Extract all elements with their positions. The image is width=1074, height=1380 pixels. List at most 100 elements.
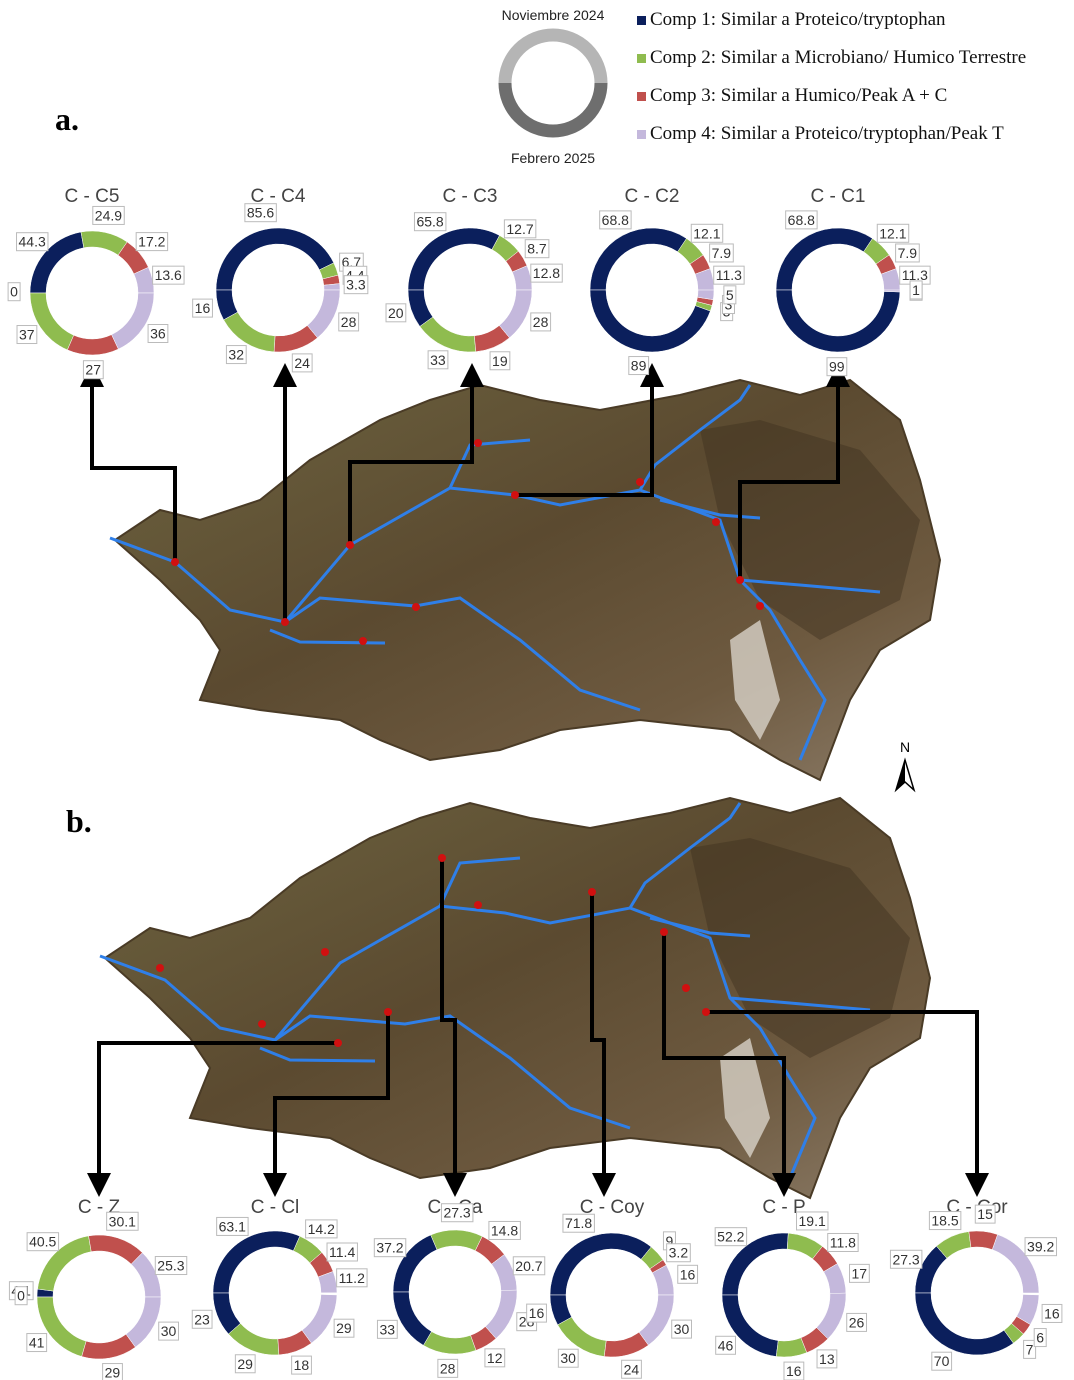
- value-label: 16: [195, 300, 211, 316]
- value-label: 11.3: [716, 267, 742, 283]
- donut-segment: [884, 290, 900, 292]
- value-label: 1: [912, 282, 920, 298]
- donut: C - Ca37.227.314.820.733281228: [374, 1197, 544, 1377]
- donut-segment: [817, 1293, 846, 1339]
- legend-swatch: [637, 16, 646, 25]
- donut-title: C - C5: [65, 186, 120, 207]
- donut: C - Cl63.114.211.411.223291829: [192, 1197, 367, 1374]
- donut-title: C - C1: [811, 186, 866, 207]
- donut-segment: [89, 1235, 143, 1264]
- donut-title: C - Cl: [251, 1197, 300, 1218]
- value-label: 26: [849, 1314, 865, 1330]
- donut-segment: [499, 290, 532, 338]
- value-label: 6: [1036, 1330, 1044, 1346]
- value-label: 30: [161, 1323, 177, 1339]
- value-label: 29: [237, 1356, 253, 1372]
- donut: C - Coy71.893.21616302430: [527, 1197, 698, 1378]
- value-label: 89: [631, 358, 647, 374]
- legend-label: Comp 1: Similar a Proteico/tryptophan: [650, 9, 946, 30]
- panel-label: b.: [66, 803, 92, 839]
- value-label: 20: [388, 305, 404, 321]
- legend-label: Comp 3: Similar a Humico/Peak A + C: [650, 85, 947, 106]
- donut-segment: [307, 290, 340, 338]
- value-label: 12.1: [693, 225, 720, 241]
- donut-segment: [431, 1230, 483, 1251]
- donut-title: C - C3: [443, 186, 498, 207]
- value-label: 12.1: [879, 225, 906, 241]
- value-label: 30: [674, 1321, 690, 1337]
- value-label: 30.1: [109, 1213, 136, 1229]
- donut: C - Cor27.318.51539.2707616: [890, 1197, 1061, 1370]
- value-label: 11.2: [339, 1270, 365, 1286]
- donut-segment: [393, 1292, 432, 1345]
- value-label: 16: [1044, 1305, 1060, 1321]
- donut: C - C544.324.917.213.60372736: [8, 186, 184, 379]
- value-label: 52.2: [717, 1229, 744, 1245]
- value-label: 32: [228, 347, 244, 363]
- value-label: 3.3: [346, 277, 366, 293]
- value-label: 7.9: [712, 245, 732, 261]
- value-label: 33: [430, 352, 446, 368]
- donut-segment: [81, 231, 127, 255]
- donut-segment: [408, 228, 500, 290]
- donut-segment: [590, 228, 687, 290]
- value-label: 19: [492, 353, 508, 369]
- value-label: 28: [533, 314, 549, 330]
- value-label: 39.2: [1027, 1239, 1054, 1255]
- donut-segment: [423, 1332, 476, 1354]
- value-label: 18.5: [931, 1213, 958, 1229]
- value-label: 27: [85, 362, 101, 378]
- value-label: 70: [934, 1353, 950, 1369]
- value-label: 16: [529, 1305, 545, 1321]
- value-label: 68.8: [788, 212, 815, 228]
- value-label: 19.1: [799, 1213, 826, 1229]
- value-label: 40.5: [29, 1234, 56, 1250]
- value-label: 16: [786, 1363, 802, 1379]
- donut-segment: [302, 1294, 337, 1343]
- legend-swatch: [637, 130, 646, 139]
- value-label: 63.1: [219, 1218, 246, 1234]
- value-label: 25.3: [157, 1258, 184, 1274]
- value-label: 8.7: [527, 241, 547, 257]
- value-label: 11.4: [329, 1244, 355, 1260]
- value-label: 68.8: [602, 212, 629, 228]
- value-label: 24: [294, 355, 310, 371]
- value-label: 28: [341, 314, 357, 330]
- donut-segment: [550, 1233, 651, 1295]
- value-label: 24: [624, 1361, 640, 1377]
- donut-segment: [126, 1297, 161, 1347]
- value-label: 37.2: [376, 1240, 403, 1256]
- value-label: 18: [294, 1357, 310, 1373]
- donut-segment: [213, 1231, 300, 1293]
- donut-title: C - C2: [625, 186, 680, 207]
- value-label: 13.6: [155, 267, 182, 283]
- value-label: 0: [17, 1288, 25, 1304]
- legend: Comp 1: Similar a Proteico/tryptophan Com…: [637, 9, 1026, 144]
- legend-ring-bottom: [505, 83, 601, 131]
- donut-segment: [776, 228, 873, 290]
- value-label: 16: [680, 1266, 696, 1282]
- donut-segment: [485, 1290, 517, 1338]
- value-label: 33: [379, 1321, 395, 1337]
- value-label: 7.9: [898, 245, 918, 261]
- donut-segment: [776, 290, 900, 352]
- figure: Noviembre 2024 Febrero 2025 Comp 1: Simi…: [0, 0, 1074, 1380]
- value-label: 20.7: [515, 1258, 542, 1274]
- period-label: Noviembre 2024: [502, 7, 605, 23]
- value-label: 85.6: [247, 205, 274, 221]
- value-label: 27.3: [892, 1251, 919, 1267]
- value-label: 46: [718, 1337, 734, 1353]
- value-label: 13: [819, 1351, 835, 1367]
- legend-label: Comp 4: Similar a Proteico/tryptophan/Pe…: [650, 123, 1004, 144]
- legend-ring-top: [505, 35, 601, 83]
- value-label: 44.3: [19, 234, 46, 250]
- donut-segment: [228, 1323, 278, 1355]
- value-label: 29: [336, 1320, 352, 1336]
- period-label: Febrero 2025: [511, 150, 595, 166]
- value-label: 30: [560, 1350, 576, 1366]
- value-label: 71.8: [565, 1215, 592, 1231]
